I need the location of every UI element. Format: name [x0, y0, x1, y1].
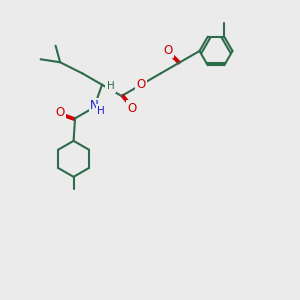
Text: H: H: [97, 106, 105, 116]
Text: O: O: [164, 44, 172, 57]
Text: H: H: [106, 81, 114, 91]
Text: O: O: [136, 78, 146, 91]
Text: N: N: [90, 99, 99, 112]
Text: O: O: [128, 102, 137, 115]
Text: O: O: [56, 106, 65, 119]
